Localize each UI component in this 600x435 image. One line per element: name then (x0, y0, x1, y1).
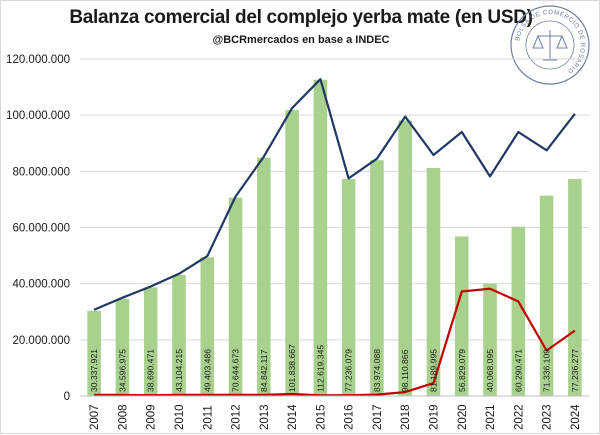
line-series-red (94, 287, 576, 397)
bar (115, 298, 130, 396)
bar (398, 120, 412, 396)
bar (313, 79, 328, 396)
bar (285, 110, 299, 396)
line-series-blue (93, 78, 576, 311)
bar-data-label: 84.842.117 (259, 349, 269, 392)
bar-data-label: 101.838.667 (287, 344, 297, 392)
x-axis: 2007 2008 2009 2010 2011 2012 2013 2014 2015 2016… (80, 395, 589, 430)
bar (172, 274, 186, 396)
y-tick-label: 100.000.000 (6, 110, 70, 122)
bar-data-label: 112.619.345 (315, 345, 325, 392)
bar-data-label: 56.829.079 (457, 349, 467, 392)
bar (341, 179, 356, 396)
x-tick-label: 2019 (428, 404, 440, 430)
bar-data-label: 70.644.673 (231, 349, 241, 392)
bar-series (87, 79, 582, 396)
bar (483, 283, 497, 396)
y-tick-label: 20.000.000 (12, 335, 70, 347)
bar-data-label: 40.068.095 (485, 349, 495, 392)
y-tick-label: 80.000.000 (12, 166, 70, 178)
y-tick-label: 0 (64, 391, 70, 403)
bar (228, 197, 243, 396)
x-tick-label: 2020 (457, 404, 469, 430)
x-tick-label: 2012 (231, 404, 243, 430)
bar-data-labels: 30.337.921 34.596.975 38.690.471 43.104.215… (89, 344, 580, 392)
bar-data-label: 49.403.486 (202, 349, 212, 392)
line-series (93, 78, 576, 397)
bar-data-label: 71.336.109 (542, 349, 552, 392)
bar-data-label: 83.974.088 (372, 349, 382, 392)
bar (143, 287, 158, 396)
x-tick-label: 2011 (202, 405, 214, 430)
bar (257, 157, 271, 396)
bar-data-label: 77.236.277 (570, 349, 580, 392)
bar-data-label: 98.110.866 (400, 349, 410, 392)
bar (511, 226, 526, 396)
bar-data-label: 30.337.921 (89, 349, 99, 392)
chart-title: Balanza comercial del complejo yerba mat… (69, 7, 533, 28)
bar-data-label: 60.290.471 (513, 349, 523, 392)
y-tick-label: 40.000.000 (12, 279, 70, 291)
chart-subtitle: @BCRmercados en base a INDEC (212, 34, 390, 46)
x-tick-label: 2015 (315, 404, 327, 430)
bar (426, 167, 441, 396)
y-tick-label: 120.000.000 (6, 54, 70, 66)
bar-data-label: 43.104.215 (174, 349, 184, 392)
x-tick-label: 2007 (89, 404, 101, 430)
x-tick-label: 2009 (146, 404, 158, 430)
x-tick-label: 2024 (570, 404, 582, 430)
x-tick-label: 2017 (372, 404, 384, 430)
x-tick-label: 2010 (174, 404, 186, 430)
x-tick-label: 2022 (513, 404, 525, 430)
bar-data-label: 77.236.079 (344, 349, 354, 392)
y-axis: 0 20.000.000 40.000.000 60.000.000 80.000.00… (6, 54, 70, 403)
bar-data-label: 81.189.995 (428, 349, 438, 392)
scales-icon (532, 30, 568, 61)
x-tick-label: 2008 (117, 404, 129, 430)
bar (568, 179, 582, 396)
x-tick-label: 2016 (344, 404, 356, 430)
x-tick-label: 2018 (400, 404, 412, 430)
bar (87, 310, 101, 396)
y-tick-label: 60.000.000 (12, 223, 70, 235)
x-tick-label: 2013 (259, 404, 271, 430)
x-tick-label: 2021 (485, 404, 497, 430)
bar-data-label: 34.596.975 (117, 349, 127, 392)
bar-data-label: 38.690.471 (146, 349, 156, 392)
x-tick-label: 2023 (542, 404, 554, 430)
bar (200, 257, 215, 396)
x-tick-label: 2014 (287, 404, 299, 430)
bar (454, 236, 469, 396)
bcr-seal-logo: BOLSA DE COMERCIO DE ROSARIO (510, 5, 590, 85)
bar (370, 160, 384, 396)
